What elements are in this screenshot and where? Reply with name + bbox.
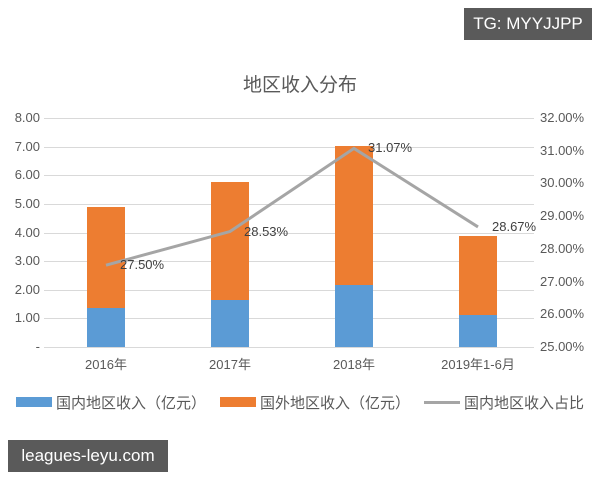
x-axis-label: 2019年1-6月: [441, 357, 515, 372]
bar-foreign: [87, 206, 125, 309]
y-axis-left-tick: 5.00: [14, 195, 40, 211]
bar-domestic: [335, 284, 373, 347]
legend-label: 国内地区收入占比: [464, 393, 585, 412]
gridline: [44, 347, 534, 348]
x-axis-label: 2018年: [333, 357, 375, 372]
bar-domestic: [87, 308, 125, 347]
y-axis-right-tick: 28.00%: [540, 240, 585, 256]
gridline: [44, 203, 534, 205]
y-axis-right-tick: 31.00%: [540, 142, 585, 158]
chart-title: 地区收入分布: [242, 74, 357, 96]
bar-foreign: [211, 181, 249, 300]
ratio-data-label: 28.53%: [244, 223, 289, 239]
y-axis-right-tick: 29.00%: [540, 208, 585, 224]
legend-item-ratio: 国内地区收入占比: [424, 392, 584, 413]
legend-label: 国外地区收入（亿元）: [259, 393, 410, 412]
legend-item-foreign: 国外地区收入（亿元）: [219, 392, 410, 413]
legend-swatch-line: [424, 400, 460, 404]
y-axis-right-tick: 27.00%: [540, 273, 585, 289]
x-axis-label: 2016年: [85, 357, 127, 372]
bar-foreign: [459, 235, 497, 316]
legend-swatch-blue: [15, 397, 52, 407]
chart-legend: 国内地区收入（亿元） 国外地区收入（亿元） 国内地区收入占比: [0, 390, 600, 414]
y-axis-left-tick: 1.00: [14, 310, 40, 326]
ratio-data-label: 28.67%: [492, 218, 537, 234]
x-axis-label: 2017年: [209, 357, 251, 372]
gridline: [44, 289, 534, 291]
gridline: [44, 318, 534, 320]
y-axis-left-tick: 2.00: [14, 281, 40, 297]
y-axis-left-tick: 3.00: [14, 253, 40, 269]
watermark-badge-bottom: leagues-leyu.com: [8, 440, 168, 472]
bar-domestic: [459, 315, 497, 347]
bar-domestic: [211, 299, 249, 347]
y-axis-right-tick: 30.00%: [540, 175, 585, 191]
watermark-badge-top: TG: MYYJJPP: [464, 8, 592, 40]
legend-swatch-orange: [219, 397, 256, 407]
gridline: [44, 261, 534, 263]
gridline: [44, 146, 534, 148]
y-axis-right-tick: 32.00%: [540, 110, 585, 125]
gridline: [44, 118, 534, 119]
y-axis-left-tick: 4.00: [14, 224, 40, 240]
legend-label: 国内地区收入（亿元）: [55, 393, 206, 412]
y-axis-left-tick: 6.00: [14, 167, 40, 183]
y-axis-right-tick: 26.00%: [540, 306, 585, 322]
gridline: [44, 175, 534, 177]
y-axis-right-tick: 25.00%: [540, 339, 585, 354]
y-axis-left-tick: -: [35, 339, 40, 354]
ratio-data-label: 27.50%: [120, 257, 165, 273]
bar-foreign: [335, 146, 373, 285]
y-axis-left-tick: 7.00: [14, 138, 40, 154]
legend-item-domestic: 国内地区收入（亿元）: [15, 392, 206, 413]
gridline: [44, 232, 534, 234]
y-axis-left-tick: 8.00: [14, 110, 40, 125]
ratio-data-label: 31.07%: [368, 140, 413, 156]
